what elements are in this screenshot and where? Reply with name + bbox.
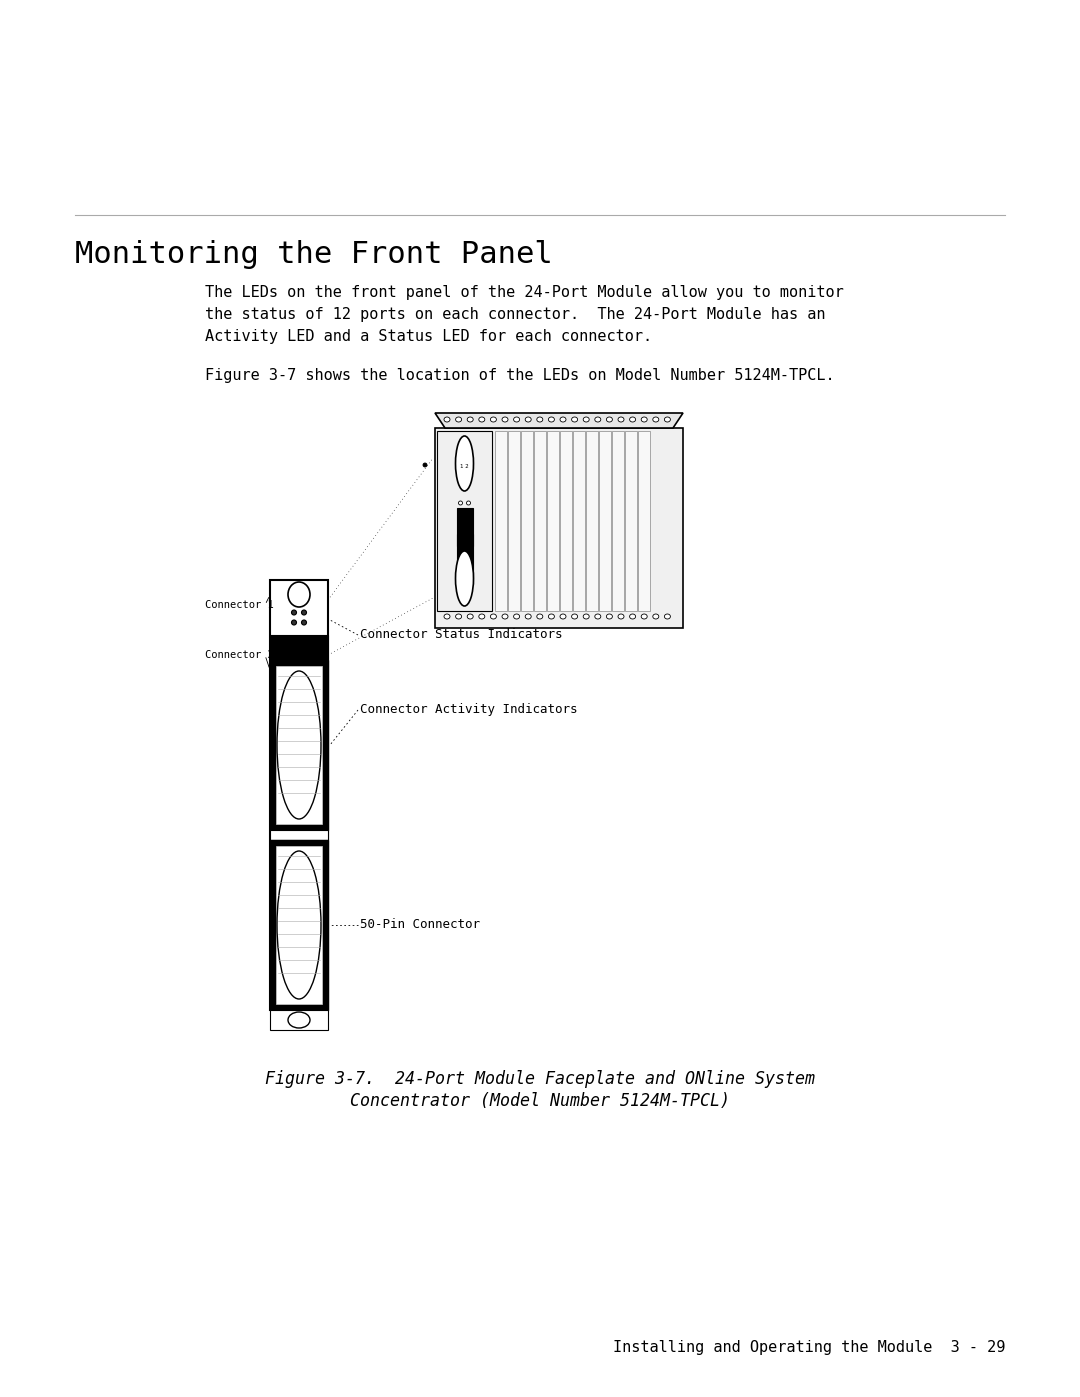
Bar (437, 432, 492, 610)
Ellipse shape (478, 615, 485, 619)
Ellipse shape (301, 610, 307, 615)
Bar (270, 1010, 328, 1030)
Text: Installing and Operating the Module  3 - 29: Installing and Operating the Module 3 - … (612, 1340, 1005, 1355)
Ellipse shape (456, 416, 461, 422)
Ellipse shape (456, 436, 473, 490)
Ellipse shape (288, 583, 310, 608)
Bar (435, 427, 683, 629)
Ellipse shape (276, 851, 321, 999)
Bar (508, 432, 519, 610)
Ellipse shape (537, 416, 543, 422)
Bar (457, 509, 473, 546)
Bar (270, 636, 328, 659)
Ellipse shape (561, 416, 566, 422)
Bar (561, 432, 572, 610)
Bar (270, 659, 328, 830)
Text: 1 2: 1 2 (460, 464, 469, 468)
Text: Connector Status Indicators: Connector Status Indicators (360, 629, 563, 641)
Ellipse shape (525, 416, 531, 422)
Ellipse shape (459, 525, 462, 529)
Ellipse shape (549, 416, 554, 422)
Text: Monitoring the Front Panel: Monitoring the Front Panel (75, 240, 553, 270)
Bar (276, 847, 322, 1004)
Ellipse shape (652, 416, 659, 422)
Ellipse shape (292, 610, 297, 615)
Bar (276, 666, 322, 824)
Ellipse shape (537, 615, 543, 619)
Ellipse shape (664, 416, 671, 422)
Ellipse shape (423, 462, 427, 467)
Bar (546, 432, 559, 610)
Ellipse shape (664, 615, 671, 619)
Bar (534, 432, 546, 610)
Ellipse shape (583, 416, 590, 422)
Ellipse shape (478, 416, 485, 422)
Ellipse shape (292, 620, 297, 624)
Ellipse shape (642, 615, 647, 619)
Ellipse shape (549, 615, 554, 619)
Bar (625, 432, 637, 610)
Ellipse shape (571, 416, 578, 422)
Text: Connector 2: Connector 2 (205, 650, 273, 659)
Ellipse shape (444, 615, 450, 619)
Bar (457, 534, 473, 584)
Text: Connector 1: Connector 1 (205, 599, 273, 610)
Ellipse shape (467, 502, 471, 504)
Bar (270, 840, 328, 1010)
Bar (521, 432, 534, 610)
Ellipse shape (276, 671, 321, 819)
Text: Concentrator (Model Number 5124M-TPCL): Concentrator (Model Number 5124M-TPCL) (350, 1092, 730, 1111)
Ellipse shape (468, 416, 473, 422)
Ellipse shape (618, 615, 624, 619)
Ellipse shape (456, 550, 473, 606)
Ellipse shape (514, 615, 519, 619)
Ellipse shape (606, 416, 612, 422)
Bar (270, 580, 328, 1010)
Bar (599, 432, 611, 610)
Ellipse shape (444, 416, 450, 422)
Ellipse shape (514, 416, 519, 422)
Bar (495, 432, 507, 610)
Ellipse shape (467, 525, 471, 529)
Ellipse shape (459, 502, 462, 504)
Ellipse shape (630, 615, 636, 619)
Text: 50-Pin Connector: 50-Pin Connector (360, 918, 480, 932)
Ellipse shape (459, 517, 462, 521)
Ellipse shape (595, 615, 600, 619)
Bar (573, 432, 585, 610)
Ellipse shape (642, 416, 647, 422)
Ellipse shape (502, 416, 508, 422)
Bar (612, 432, 624, 610)
Ellipse shape (467, 509, 471, 513)
Ellipse shape (561, 615, 566, 619)
Ellipse shape (502, 615, 508, 619)
Ellipse shape (459, 509, 462, 513)
Ellipse shape (652, 615, 659, 619)
Text: Figure 3-7 shows the location of the LEDs on Model Number 5124M-TPCL.: Figure 3-7 shows the location of the LED… (205, 367, 835, 383)
Ellipse shape (618, 416, 624, 422)
Ellipse shape (456, 615, 461, 619)
Ellipse shape (571, 615, 578, 619)
Text: The LEDs on the front panel of the 24-Port Module allow you to monitor
the statu: The LEDs on the front panel of the 24-Po… (205, 285, 843, 345)
Bar (270, 830, 328, 840)
Ellipse shape (606, 615, 612, 619)
Ellipse shape (630, 416, 636, 422)
Ellipse shape (288, 1011, 310, 1028)
Bar (638, 432, 650, 610)
Text: Figure 3-7.  24-Port Module Faceplate and ONline System: Figure 3-7. 24-Port Module Faceplate and… (265, 1070, 815, 1088)
Ellipse shape (525, 615, 531, 619)
Text: Connector Activity Indicators: Connector Activity Indicators (360, 704, 578, 717)
Ellipse shape (301, 620, 307, 624)
Ellipse shape (490, 615, 497, 619)
Ellipse shape (467, 517, 471, 521)
Ellipse shape (583, 615, 590, 619)
Ellipse shape (490, 416, 497, 422)
Polygon shape (435, 414, 683, 427)
Ellipse shape (468, 615, 473, 619)
Ellipse shape (595, 416, 600, 422)
Bar (586, 432, 598, 610)
